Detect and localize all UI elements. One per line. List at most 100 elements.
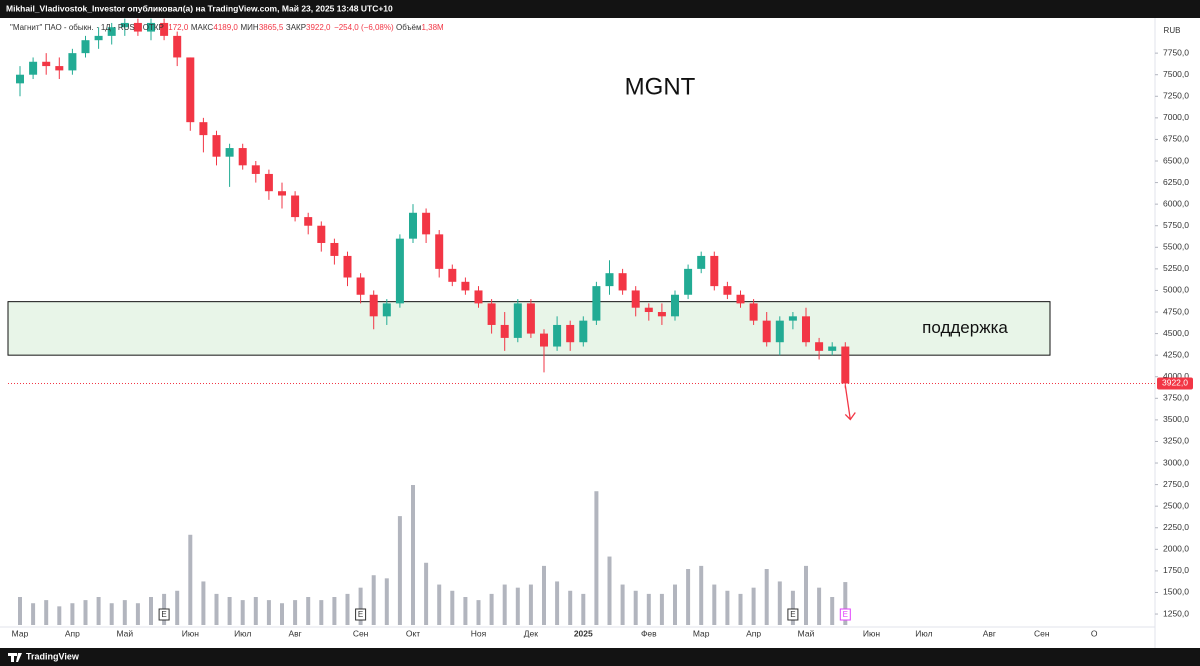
y-tick-label: 7250,0 xyxy=(1163,91,1189,101)
candle-body xyxy=(526,303,535,334)
volume-bar xyxy=(502,584,507,625)
volume-bar xyxy=(790,590,795,625)
y-tick-label: 1250,0 xyxy=(1163,608,1189,618)
legend-value: 1,38M xyxy=(421,23,444,32)
volume-bar xyxy=(201,581,206,625)
volume-bar xyxy=(358,587,363,625)
candle-body xyxy=(304,217,313,226)
volume-bar xyxy=(149,597,153,625)
candle-body xyxy=(160,22,169,36)
arrow xyxy=(844,385,856,421)
volume-bar xyxy=(633,590,638,625)
volume-bar xyxy=(751,587,756,625)
volume-bar xyxy=(319,600,324,625)
candle-body xyxy=(409,212,417,239)
legend-label: ЗАКР xyxy=(286,23,306,32)
volume-bar xyxy=(280,603,284,625)
y-tick-label: 4750,0 xyxy=(1163,306,1189,316)
y-tick-label: 5000,0 xyxy=(1163,285,1189,295)
x-tick-label: Май xyxy=(116,628,133,638)
candle-body xyxy=(671,294,679,317)
candle-body xyxy=(251,165,260,174)
brand: TradingView xyxy=(26,651,80,661)
x-tick-label: Сен xyxy=(1034,628,1050,638)
candle-body xyxy=(68,53,77,71)
annotation: поддержка xyxy=(922,318,1008,337)
candle-body xyxy=(330,242,339,256)
candle-body xyxy=(579,320,588,343)
legend-value: 3865,5 xyxy=(259,23,284,32)
volume-bar xyxy=(253,597,258,625)
y-tick-label: 4500,0 xyxy=(1163,328,1189,338)
y-tick-label: 1750,0 xyxy=(1163,565,1189,575)
candle-body xyxy=(225,148,234,157)
candle-body xyxy=(291,195,300,218)
x-tick-label: Июн xyxy=(863,628,880,638)
x-tick-label: Июн xyxy=(182,628,199,638)
candle-body xyxy=(369,294,378,317)
volume-bar xyxy=(57,606,62,625)
legend-value: 4172,0 xyxy=(164,23,189,32)
volume-bar xyxy=(515,587,520,625)
x-tick-label: Ноя xyxy=(471,628,487,638)
y-tick-label: 2000,0 xyxy=(1163,544,1189,554)
legend-label: МИН xyxy=(240,23,258,32)
x-tick-label: Окт xyxy=(406,628,420,638)
earnings-label: E xyxy=(358,610,363,619)
candle-body xyxy=(644,307,653,313)
candle-body xyxy=(448,268,457,282)
volume-bar xyxy=(240,600,245,625)
candle-body xyxy=(684,268,693,295)
volume-bar xyxy=(109,603,114,625)
candle-body xyxy=(356,277,365,295)
volume-bar xyxy=(437,584,442,625)
y-tick-label: 7500,0 xyxy=(1163,69,1189,79)
y-tick-label: 3000,0 xyxy=(1163,457,1189,467)
x-tick-label: Июл xyxy=(915,628,932,638)
y-tick-label: 3500,0 xyxy=(1163,414,1189,424)
volume-bar xyxy=(830,597,835,625)
candle-body xyxy=(657,312,666,317)
y-tick-label: 5500,0 xyxy=(1163,242,1189,252)
volume-bar xyxy=(397,516,402,625)
volume-bar xyxy=(673,584,677,625)
candle-body xyxy=(566,324,575,343)
volume-bar xyxy=(646,593,651,625)
volume-bar xyxy=(594,491,599,625)
candle-body xyxy=(775,320,784,343)
earnings-label: E xyxy=(161,610,166,619)
y-tick-label: 4250,0 xyxy=(1163,349,1189,359)
volume-bar xyxy=(620,584,625,625)
volume-bar xyxy=(542,565,546,625)
earnings-marker xyxy=(839,608,851,621)
candle-body xyxy=(828,346,837,351)
candle-body xyxy=(120,22,129,28)
y-tick-label: 2250,0 xyxy=(1163,522,1189,532)
y-tick-label: 6000,0 xyxy=(1163,198,1189,208)
last-price-label: 3922,0 xyxy=(1162,378,1188,388)
legend-value: 3922,0 xyxy=(306,23,331,32)
x-tick-label: Авг xyxy=(288,628,301,638)
volume-bar xyxy=(371,575,376,625)
volume-bar xyxy=(122,600,127,625)
y-tick-label: 5750,0 xyxy=(1163,220,1189,230)
x-tick-label: Июл xyxy=(234,628,251,638)
volume-bar xyxy=(411,485,415,625)
candle-body xyxy=(710,255,719,287)
volume-bar xyxy=(817,587,822,625)
x-tick-label: Сен xyxy=(353,628,369,638)
volume-bar xyxy=(345,593,350,625)
x-tick-label: Май xyxy=(798,628,815,638)
x-tick-label: Фев xyxy=(641,628,657,638)
y-tick-label: 2500,0 xyxy=(1163,500,1189,510)
candle-body xyxy=(762,320,771,343)
candle-body xyxy=(382,303,391,317)
earnings-marker xyxy=(158,608,170,621)
candle-body xyxy=(697,255,706,269)
candle-body xyxy=(474,290,483,304)
candle-body xyxy=(199,122,208,136)
volume-bar xyxy=(804,565,808,625)
volume-bar xyxy=(843,582,848,625)
candle-body xyxy=(238,148,247,166)
volume-bar xyxy=(450,590,455,625)
